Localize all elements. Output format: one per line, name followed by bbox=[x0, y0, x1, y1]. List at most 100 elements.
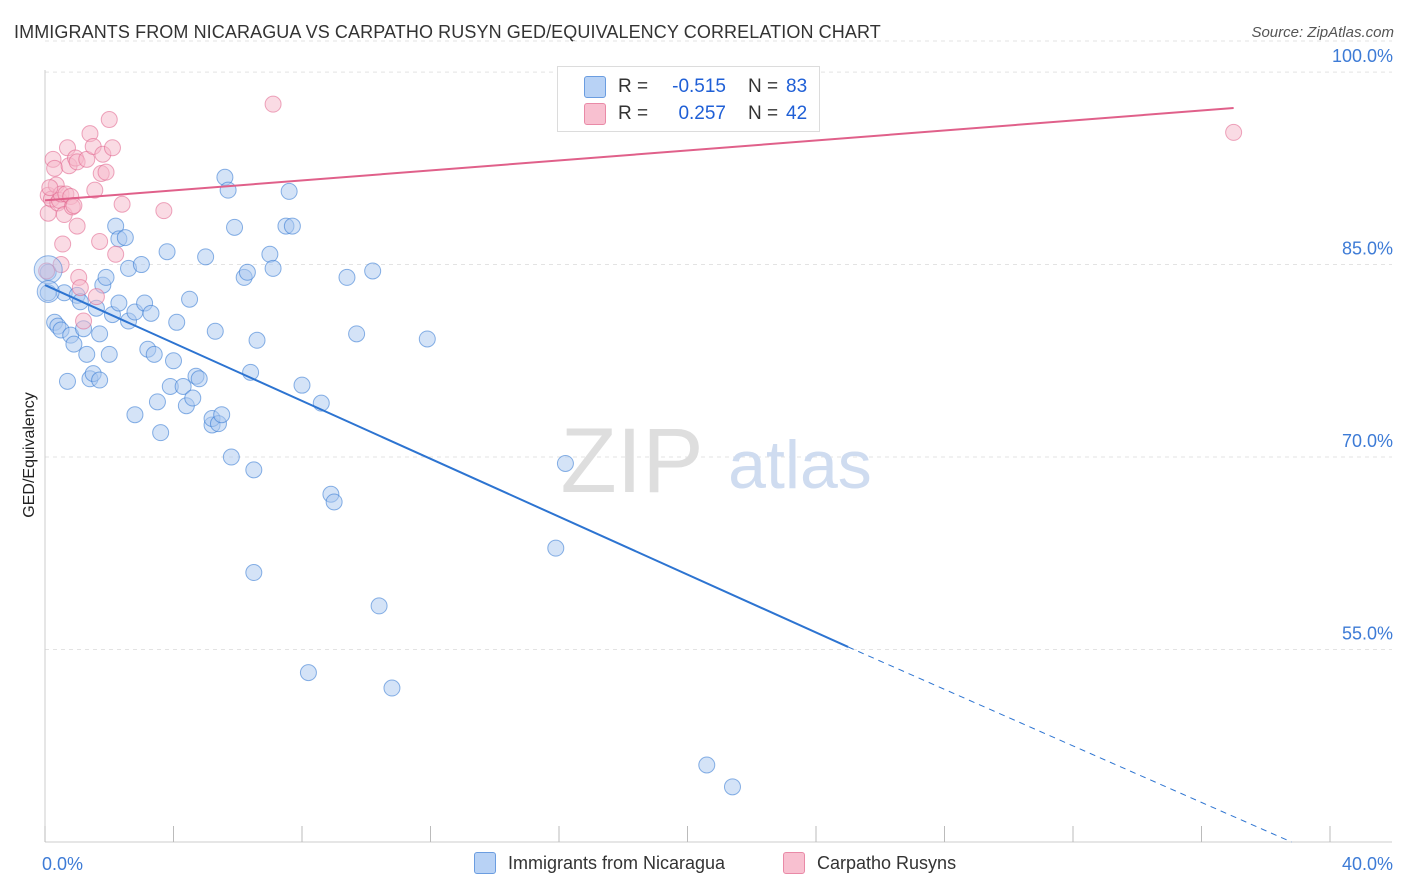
point-rusyn bbox=[41, 179, 59, 197]
point-nicaragua bbox=[261, 245, 279, 263]
r-label: R = bbox=[618, 103, 649, 124]
point-nicaragua bbox=[264, 259, 282, 277]
point-rusyn bbox=[264, 95, 282, 113]
y-tick-label: 55.0% bbox=[1342, 624, 1393, 644]
point-rusyn bbox=[113, 195, 131, 213]
y-tick-label: 70.0% bbox=[1342, 431, 1393, 451]
y-tick-label: 100.0% bbox=[1332, 46, 1393, 66]
y-tick-label: 85.0% bbox=[1342, 239, 1393, 259]
point-nicaragua bbox=[348, 325, 366, 343]
point-nicaragua bbox=[245, 461, 263, 479]
point-nicaragua bbox=[238, 263, 256, 281]
point-nicaragua bbox=[126, 406, 144, 424]
point-nicaragua bbox=[78, 345, 96, 363]
point-nicaragua bbox=[168, 313, 186, 331]
point-nicaragua bbox=[148, 393, 166, 411]
axes-layer bbox=[44, 70, 1392, 843]
legend-swatch-blue bbox=[474, 852, 496, 874]
grid-layer bbox=[45, 40, 1392, 651]
n-label: N = bbox=[748, 76, 779, 97]
point-rusyn bbox=[103, 139, 121, 157]
point-nicaragua bbox=[222, 448, 240, 466]
point-nicaragua bbox=[145, 345, 163, 363]
point-nicaragua bbox=[364, 262, 382, 280]
point-nicaragua bbox=[152, 424, 170, 442]
point-nicaragua bbox=[226, 218, 244, 236]
watermark-atlas: atlas bbox=[728, 427, 872, 503]
point-nicaragua bbox=[299, 664, 317, 682]
point-rusyn bbox=[38, 262, 56, 280]
point-nicaragua bbox=[132, 256, 150, 274]
point-nicaragua bbox=[370, 597, 388, 615]
legend-item-nicaragua: Immigrants from Nicaragua bbox=[474, 852, 725, 874]
r-value: -0.515 bbox=[672, 76, 726, 97]
correlation-legend: R = -0.515 N = 83 R = 0.257 N = 42 bbox=[557, 66, 820, 132]
point-nicaragua bbox=[723, 778, 741, 796]
point-rusyn bbox=[54, 235, 72, 253]
chart-title: IMMIGRANTS FROM NICARAGUA VS CARPATHO RU… bbox=[14, 22, 881, 42]
n-value: 83 bbox=[786, 76, 808, 97]
point-rusyn bbox=[100, 111, 118, 129]
legend-row-rusyn: R = 0.257 N = 42 bbox=[584, 101, 807, 127]
point-rusyn bbox=[75, 312, 93, 330]
n-value: 42 bbox=[786, 103, 808, 124]
point-nicaragua bbox=[58, 372, 76, 390]
point-nicaragua bbox=[110, 294, 128, 312]
n-label: N = bbox=[748, 103, 779, 124]
r-value: 0.257 bbox=[678, 103, 726, 124]
point-rusyn bbox=[87, 288, 105, 306]
trendline-nicaragua-extension bbox=[847, 646, 1292, 843]
legend-swatch-pink bbox=[584, 103, 606, 125]
point-rusyn bbox=[86, 181, 104, 199]
trend-layer bbox=[44, 107, 1292, 843]
legend-swatch-pink bbox=[783, 852, 805, 874]
point-nicaragua bbox=[698, 756, 716, 774]
point-nicaragua bbox=[197, 248, 215, 266]
point-rusyn bbox=[107, 245, 125, 263]
source-label: Source: ZipAtlas.com bbox=[1251, 24, 1394, 41]
point-nicaragua bbox=[280, 182, 298, 200]
point-nicaragua bbox=[293, 376, 311, 394]
point-nicaragua bbox=[36, 280, 60, 304]
point-nicaragua bbox=[190, 370, 208, 388]
points-layer bbox=[33, 95, 1243, 796]
point-rusyn bbox=[1225, 123, 1243, 141]
point-nicaragua bbox=[142, 304, 160, 322]
point-nicaragua bbox=[158, 243, 176, 261]
r-label: R = bbox=[618, 76, 649, 97]
point-nicaragua bbox=[245, 564, 263, 582]
point-nicaragua bbox=[213, 406, 231, 424]
point-rusyn bbox=[65, 197, 83, 215]
point-nicaragua bbox=[418, 330, 436, 348]
point-nicaragua bbox=[556, 454, 574, 472]
point-nicaragua bbox=[206, 322, 224, 340]
legend-label: Immigrants from Nicaragua bbox=[508, 852, 726, 873]
point-nicaragua bbox=[181, 290, 199, 308]
point-nicaragua bbox=[383, 679, 401, 697]
point-rusyn bbox=[68, 217, 86, 235]
point-nicaragua bbox=[97, 268, 115, 286]
point-nicaragua bbox=[91, 325, 109, 343]
point-rusyn bbox=[155, 202, 173, 220]
point-rusyn bbox=[46, 159, 64, 177]
point-nicaragua bbox=[547, 539, 565, 557]
tick-labels: 55.0% 70.0% 85.0% 100.0% 0.0% 40.0% bbox=[42, 46, 1393, 874]
point-nicaragua bbox=[184, 389, 202, 407]
point-rusyn bbox=[97, 163, 115, 181]
point-nicaragua bbox=[219, 181, 237, 199]
point-nicaragua bbox=[165, 352, 182, 370]
watermark-zip: ZIP bbox=[560, 410, 703, 512]
point-nicaragua bbox=[100, 345, 118, 363]
point-nicaragua bbox=[283, 217, 301, 235]
point-nicaragua bbox=[338, 268, 356, 286]
point-nicaragua bbox=[116, 229, 134, 247]
point-rusyn bbox=[71, 279, 89, 297]
legend-swatch-blue bbox=[584, 76, 606, 98]
legend-label: Carpatho Rusyns bbox=[817, 852, 957, 873]
point-nicaragua bbox=[325, 493, 343, 511]
x-tick-label: 0.0% bbox=[42, 854, 83, 874]
point-rusyn bbox=[91, 232, 109, 250]
point-nicaragua bbox=[33, 255, 63, 285]
point-nicaragua bbox=[174, 377, 192, 395]
